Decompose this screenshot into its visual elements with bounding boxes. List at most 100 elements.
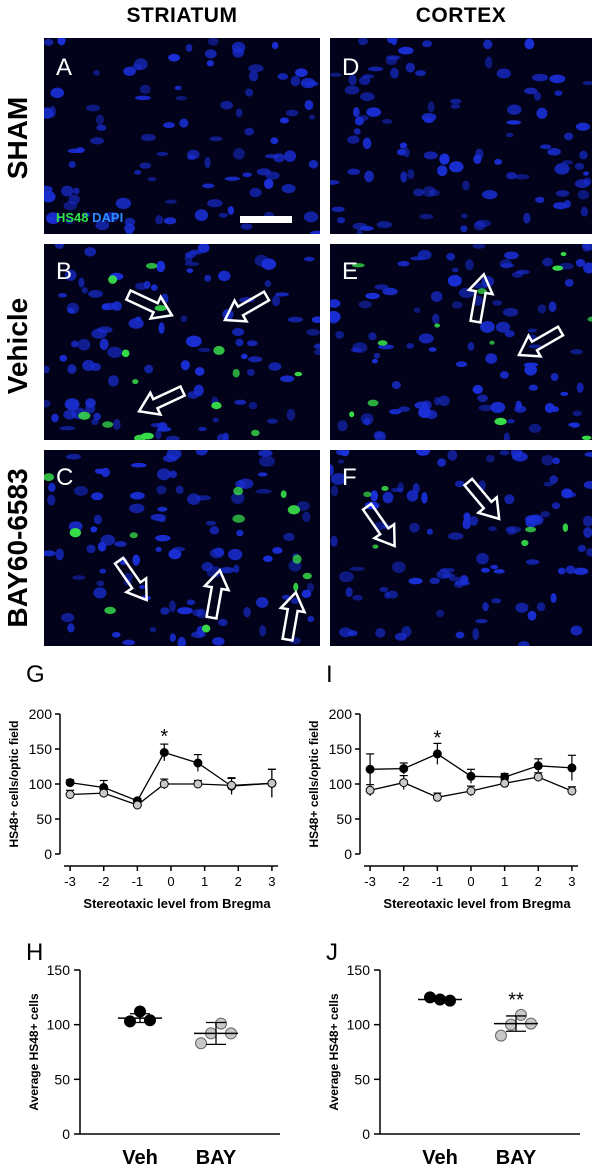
dapi-nucleus [174,85,182,91]
data-point [399,778,409,788]
dapi-nucleus [169,600,176,612]
arrow-icon [516,324,565,358]
micrograph-panel-f: F [330,450,592,646]
dapi-nucleus [574,179,590,189]
dapi-nucleus [216,433,228,440]
dapi-nucleus [281,183,296,194]
hs48-cell [372,544,379,549]
dapi-nucleus [73,485,89,496]
x-tick-label: 0 [167,874,174,889]
dapi-nucleus [554,163,570,175]
dapi-nucleus [204,157,211,169]
dapi-nucleus [540,510,550,518]
dapi-nucleus [564,492,576,498]
panel-letter: D [342,54,360,81]
stain-legend-hs48: HS48 [56,210,89,225]
y-tick-label: 100 [347,1017,371,1033]
dapi-nucleus [151,284,158,291]
dapi-nucleus [313,343,320,350]
y-tick-label: 0 [362,1126,370,1142]
hs48-cell [367,399,379,407]
dapi-nucleus [67,623,75,633]
dapi-nucleus [475,219,491,228]
dapi-nucleus [557,567,566,575]
hs48-cell [108,275,118,284]
x-tick-label: 2 [235,874,242,889]
category-label: Veh [122,1147,158,1169]
data-point [144,1014,156,1027]
dapi-nucleus [258,450,273,457]
y-axis-label: HS48+ cells/optic field [7,720,21,847]
dapi-nucleus [577,190,590,200]
dapi-nucleus [135,282,148,290]
dapi-nucleus [337,217,346,224]
dapi-nucleus [156,151,169,156]
panel-letter: E [342,258,359,285]
dapi-nucleus [421,40,433,48]
dapi-nucleus [155,546,162,552]
hs48-cell [351,263,365,268]
dapi-nucleus [220,566,235,574]
dapi-nucleus [504,330,515,338]
dapi-nucleus [54,244,65,250]
dapi-nucleus [280,375,295,383]
dapi-nucleus [129,491,145,500]
dapi-nucleus [349,566,365,571]
category-label: Veh [422,1147,458,1169]
dapi-nucleus [59,354,68,362]
dapi-nucleus [232,327,245,337]
data-point [193,779,203,789]
dapi-nucleus [134,169,142,175]
dapi-nucleus [542,257,553,267]
dapi-nucleus [263,178,274,189]
dapi-nucleus [528,423,542,433]
dapi-nucleus [259,625,267,637]
dapi-nucleus [492,300,503,306]
dapi-nucleus [359,76,371,86]
dapi-nucleus [147,177,157,182]
dapi-nucleus [387,38,395,44]
dapi-nucleus [100,534,116,546]
dapi-nucleus [549,475,558,484]
significance-marker: * [433,727,441,749]
data-point [365,785,375,795]
dapi-nucleus [179,118,189,128]
micrograph-panel-e: E [330,244,592,440]
dapi-nucleus [392,561,406,573]
hs48-cell [280,490,287,499]
dapi-nucleus [192,609,204,617]
dapi-nucleus [579,150,588,160]
dapi-nucleus [577,544,587,553]
dapi-nucleus [409,522,420,533]
dapi-nucleus [447,274,462,287]
dapi-nucleus [207,199,223,208]
dapi-nucleus [48,482,56,492]
hs48-cell [154,305,167,312]
dapi-nucleus [503,432,510,440]
dapi-nucleus [135,95,151,101]
dapi-nucleus [480,567,490,573]
dapi-nucleus [263,555,273,563]
dapi-nucleus [467,342,475,351]
dapi-nucleus [301,589,312,598]
dapi-nucleus [224,176,241,181]
dapi-nucleus [84,247,97,257]
dapi-nucleus [549,74,566,84]
dapi-nucleus [565,565,576,575]
dapi-nucleus [93,514,103,525]
dapi-nucleus [421,112,437,122]
dapi-nucleus [373,431,384,439]
dapi-nucleus [345,587,353,598]
y-tick-label: 100 [47,1017,71,1033]
dapi-nucleus [169,633,176,642]
dapi-nucleus [64,398,80,411]
dapi-nucleus [300,77,316,89]
dapi-nucleus [228,548,243,561]
dapi-nucleus [82,359,95,372]
dapi-nucleus [462,180,470,191]
dapi-nucleus [399,142,408,149]
data-point [99,788,109,798]
dapi-nucleus [397,260,410,267]
stain-legend: HS48 DAPI [56,210,123,225]
data-point [65,790,75,799]
